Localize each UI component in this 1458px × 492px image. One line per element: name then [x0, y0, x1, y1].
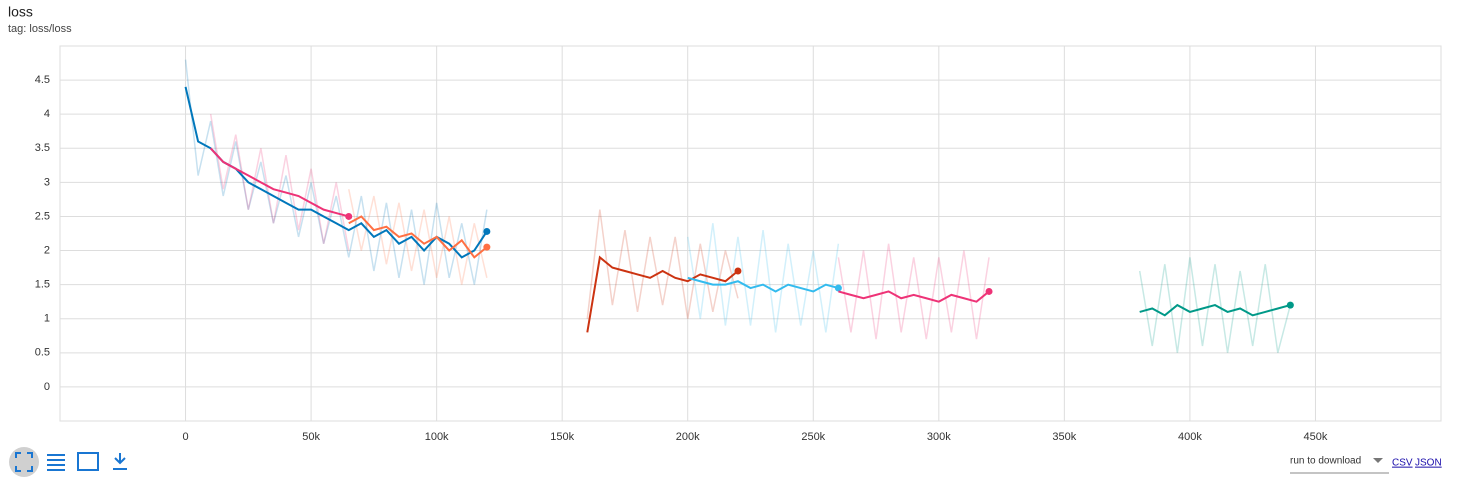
- smoothed-line: [209, 147, 350, 218]
- x-tick-label: 450k: [1304, 431, 1328, 443]
- smoothed-line: [586, 255, 739, 333]
- smoothed-line: [687, 276, 839, 293]
- raw-line: [686, 223, 840, 333]
- chart-subtitle: tag: loss/loss: [8, 23, 72, 35]
- zoom-icon[interactable]: [77, 452, 99, 471]
- raw-line: [184, 59, 488, 285]
- end-point: [834, 284, 842, 292]
- x-tick-label: 400k: [1178, 431, 1202, 443]
- smoothed-line: [1139, 303, 1291, 317]
- y-tick-label: 0.5: [35, 347, 50, 359]
- y-tick-label: 1.5: [35, 279, 50, 291]
- plot-area: 0 0.5 1 1.5 2 2.5 3 3.5 4 4.5 0 50k 100k 150k 200k 250k…: [35, 45, 1442, 443]
- raw-line: [586, 209, 739, 319]
- x-tick-label: 350k: [1052, 431, 1076, 443]
- raw-line: [837, 243, 990, 340]
- y-tick-label: 3.5: [35, 142, 50, 154]
- y-tick-label: 4.5: [35, 74, 50, 86]
- end-point: [483, 227, 491, 235]
- fit-icon[interactable]: [15, 452, 33, 472]
- raw-line: [348, 189, 488, 285]
- x-tick-label: 50k: [302, 431, 320, 443]
- y-tick-label: 3: [44, 176, 50, 188]
- x-tick-label: 300k: [927, 431, 951, 443]
- end-point: [345, 212, 353, 220]
- download-icon[interactable]: [113, 453, 127, 470]
- y-tick-label: 2: [44, 244, 50, 256]
- run-selector[interactable]: run to download: [1290, 456, 1361, 467]
- end-point: [1286, 301, 1294, 309]
- csv-link[interactable]: CSV: [1392, 458, 1413, 469]
- smoothed-line: [838, 290, 990, 303]
- end-point: [985, 287, 993, 295]
- end-point: [734, 267, 742, 275]
- x-tick-label: 250k: [801, 431, 825, 443]
- y-tick-label: 0: [44, 381, 50, 393]
- plot-frame: [59, 45, 1442, 422]
- y-tick-label: 2.5: [35, 210, 50, 222]
- toolbar: [9, 447, 127, 477]
- x-tick-label: 150k: [550, 431, 574, 443]
- x-tick-label: 100k: [425, 431, 449, 443]
- end-point: [483, 243, 491, 251]
- y-tick-label: 4: [44, 108, 50, 120]
- toolbar-button-bg: [9, 447, 39, 477]
- dropdown-arrow[interactable]: [1373, 458, 1383, 463]
- smoothed-line: [348, 215, 488, 259]
- raw-line: [209, 114, 350, 251]
- raw-line: [1138, 257, 1292, 354]
- y-tick-label: 1: [44, 313, 50, 325]
- x-tick-label: 0: [182, 431, 188, 443]
- chart-title: loss: [8, 4, 33, 20]
- x-tick-label: 200k: [676, 431, 700, 443]
- json-link[interactable]: JSON: [1415, 458, 1442, 469]
- log-icon[interactable]: [47, 454, 65, 471]
